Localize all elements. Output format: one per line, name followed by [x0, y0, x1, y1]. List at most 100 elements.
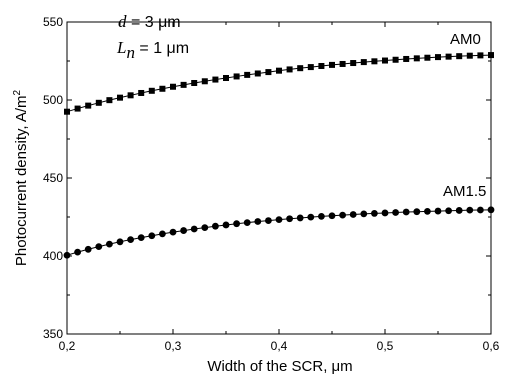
data-point-am0 — [329, 61, 335, 68]
data-point-am15 — [296, 214, 304, 222]
data-point-am0 — [371, 58, 378, 65]
data-point-am15 — [74, 248, 81, 256]
data-point-am0 — [307, 64, 314, 71]
data-point-am15 — [424, 207, 431, 215]
data-point-am15 — [201, 224, 209, 232]
data-point-am0 — [265, 69, 272, 76]
data-point-am15 — [466, 206, 474, 214]
data-point-am15 — [371, 210, 378, 217]
annotation-thickness-value: = 3 μm — [127, 14, 181, 31]
data-point-am15 — [106, 240, 113, 248]
data-point-am15 — [180, 227, 188, 234]
data-point-am0 — [127, 92, 134, 99]
data-point-am15 — [233, 220, 241, 228]
data-point-am15 — [169, 228, 177, 236]
data-point-am15 — [84, 245, 92, 253]
data-point-am0 — [201, 78, 208, 85]
x-tick-label: 0,4 — [271, 339, 288, 353]
annotation-diffusion-value: = 1 μm — [135, 40, 189, 57]
data-point-am0 — [456, 53, 463, 60]
data-point-am15 — [95, 243, 103, 251]
x-tick-label: 0,6 — [483, 339, 500, 353]
data-point-am0 — [276, 67, 282, 74]
data-point-am0 — [74, 105, 81, 112]
data-point-am0 — [339, 60, 346, 67]
x-tick-label: 0,5 — [377, 339, 394, 353]
data-point-am15 — [265, 217, 272, 224]
annotation-diffusion-length: Ln = 1 μm — [116, 38, 189, 62]
data-point-am15 — [212, 222, 219, 230]
y-axis-title-text: Photocurrent density, A/m — [13, 95, 30, 266]
data-point-am15 — [148, 232, 156, 240]
series-line-am0 — [66, 54, 492, 113]
data-point-am15 — [487, 206, 495, 214]
data-point-am15 — [275, 216, 283, 224]
series-layer — [63, 52, 495, 259]
data-point-am15 — [477, 206, 484, 214]
data-point-am0 — [350, 60, 357, 67]
data-point-am0 — [435, 54, 441, 61]
data-point-am0 — [212, 76, 219, 83]
y-tick-label: 350 — [43, 327, 63, 341]
y-tick-label: 400 — [43, 249, 63, 263]
data-point-am15 — [63, 251, 71, 259]
y-tick-label: 450 — [43, 171, 63, 185]
x-tick-labels: 0,2 0,3 0,4 0,5 0,6 — [59, 339, 500, 353]
data-point-am15 — [434, 207, 442, 215]
data-point-am15 — [349, 211, 357, 218]
annotation-thickness-symbol: d — [118, 12, 127, 31]
data-point-am0 — [297, 65, 304, 72]
data-point-am0 — [223, 75, 229, 82]
data-point-am15 — [222, 221, 230, 229]
x-tick-label: 0,3 — [165, 339, 182, 353]
data-point-am0 — [392, 56, 399, 63]
annotation-diffusion-symbol: L — [116, 38, 126, 57]
data-point-am15 — [339, 211, 346, 219]
data-point-am15 — [413, 208, 421, 216]
data-point-am0 — [117, 94, 123, 101]
data-point-am15 — [127, 236, 134, 244]
series-am0 — [64, 52, 494, 115]
data-point-am0 — [159, 85, 166, 92]
data-point-am0 — [413, 55, 420, 62]
data-point-am0 — [360, 59, 367, 66]
data-point-am0 — [488, 52, 494, 59]
data-point-am0 — [180, 81, 187, 88]
data-point-am0 — [244, 71, 251, 78]
data-point-am0 — [106, 97, 113, 104]
annotation-diffusion-subscript: n — [126, 43, 135, 62]
data-point-am15 — [116, 238, 124, 246]
data-point-am15 — [254, 218, 262, 225]
data-point-am0 — [403, 55, 410, 62]
data-point-am15 — [286, 215, 293, 223]
data-point-am0 — [477, 52, 484, 59]
data-point-am0 — [95, 99, 102, 106]
data-point-am15 — [360, 210, 368, 218]
data-point-am0 — [191, 79, 198, 86]
x-axis-title: Width of the SCR, μm — [207, 358, 352, 375]
data-point-am15 — [402, 208, 410, 216]
annotation-thickness: d = 3 μm — [118, 12, 181, 31]
data-point-am15 — [455, 207, 463, 214]
data-point-am0 — [445, 53, 452, 60]
data-point-am15 — [190, 225, 198, 233]
series-label-am15: AM1.5 — [443, 183, 486, 200]
y-tick-label: 500 — [43, 93, 63, 107]
y-axis-title: Photocurrent density, A/m2 — [12, 89, 30, 266]
data-point-am15 — [445, 207, 452, 215]
y-tick-labels: 350 400 450 500 550 — [43, 15, 63, 341]
data-point-am0 — [466, 52, 473, 59]
data-point-am15 — [328, 212, 336, 220]
data-point-am15 — [137, 234, 145, 241]
data-point-am15 — [159, 230, 166, 238]
data-point-am15 — [381, 209, 389, 217]
axis-ticks — [66, 21, 492, 335]
data-point-am0 — [170, 83, 176, 90]
series-label-am0: AM0 — [450, 31, 481, 48]
data-point-am0 — [254, 70, 261, 77]
x-tick-label: 0,2 — [59, 339, 76, 353]
y-axis-title-superscript: 2 — [12, 89, 23, 95]
data-point-am15 — [392, 209, 399, 216]
data-point-am0 — [138, 89, 145, 96]
